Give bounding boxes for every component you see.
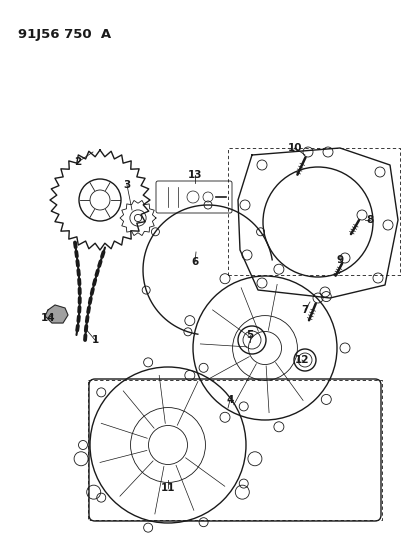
Text: 12: 12 [294,355,308,365]
Text: 8: 8 [365,215,373,225]
Text: 13: 13 [187,170,202,180]
Polygon shape [45,305,68,323]
Text: 5: 5 [246,330,253,340]
Text: 91J56 750  A: 91J56 750 A [18,28,111,41]
Text: 14: 14 [41,313,55,323]
Text: 2: 2 [74,157,81,167]
Text: 7: 7 [301,305,308,315]
Text: 6: 6 [191,257,198,267]
Text: 9: 9 [336,255,343,265]
Text: 11: 11 [160,483,175,493]
Text: 4: 4 [226,395,233,405]
Text: 1: 1 [91,335,98,345]
Text: 3: 3 [123,180,130,190]
Text: 10: 10 [287,143,302,153]
